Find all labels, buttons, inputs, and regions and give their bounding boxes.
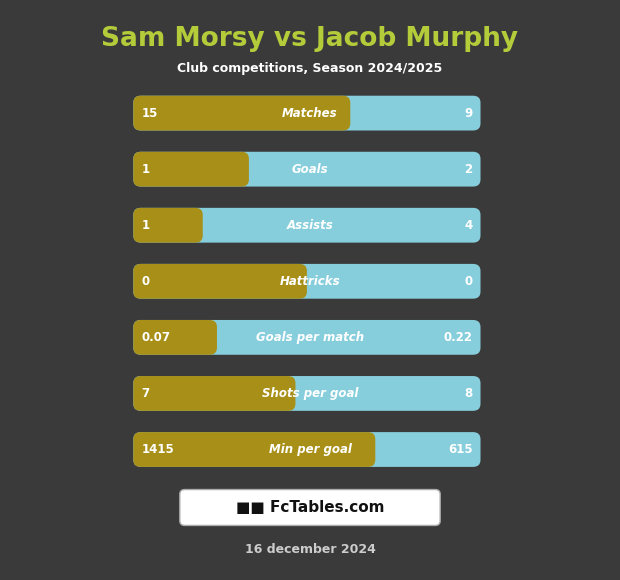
Text: 4: 4 — [464, 219, 472, 232]
Text: Matches: Matches — [282, 107, 338, 119]
Text: 16 december 2024: 16 december 2024 — [244, 543, 376, 556]
Text: 1415: 1415 — [141, 443, 174, 456]
FancyBboxPatch shape — [133, 152, 249, 187]
Text: 0.22: 0.22 — [443, 331, 472, 344]
FancyBboxPatch shape — [133, 96, 350, 130]
FancyBboxPatch shape — [133, 208, 203, 242]
Text: 2: 2 — [464, 162, 472, 176]
Text: 615: 615 — [448, 443, 472, 456]
FancyBboxPatch shape — [180, 490, 440, 525]
Text: Hattricks: Hattricks — [280, 275, 340, 288]
FancyBboxPatch shape — [133, 264, 307, 299]
FancyBboxPatch shape — [133, 152, 481, 187]
FancyBboxPatch shape — [133, 376, 481, 411]
Text: 9: 9 — [464, 107, 472, 119]
FancyBboxPatch shape — [133, 376, 296, 411]
Text: 15: 15 — [141, 107, 157, 119]
FancyBboxPatch shape — [133, 208, 481, 242]
Text: 1: 1 — [141, 219, 149, 232]
Text: Min per goal: Min per goal — [268, 443, 352, 456]
FancyBboxPatch shape — [133, 320, 217, 355]
Text: Club competitions, Season 2024/2025: Club competitions, Season 2024/2025 — [177, 62, 443, 75]
Text: 0.07: 0.07 — [141, 331, 171, 344]
FancyBboxPatch shape — [133, 264, 481, 299]
Text: 0: 0 — [464, 275, 472, 288]
Text: 1: 1 — [141, 162, 149, 176]
Text: Goals: Goals — [291, 162, 329, 176]
FancyBboxPatch shape — [133, 432, 375, 467]
Text: ■■ FcTables.com: ■■ FcTables.com — [236, 500, 384, 515]
Text: Shots per goal: Shots per goal — [262, 387, 358, 400]
FancyBboxPatch shape — [133, 432, 481, 467]
FancyBboxPatch shape — [133, 96, 481, 130]
Text: 0: 0 — [141, 275, 149, 288]
Text: 7: 7 — [141, 387, 149, 400]
FancyBboxPatch shape — [133, 320, 481, 355]
Text: Assists: Assists — [286, 219, 334, 232]
Text: Sam Morsy vs Jacob Murphy: Sam Morsy vs Jacob Murphy — [102, 26, 518, 52]
Text: Goals per match: Goals per match — [256, 331, 364, 344]
Text: 8: 8 — [464, 387, 472, 400]
